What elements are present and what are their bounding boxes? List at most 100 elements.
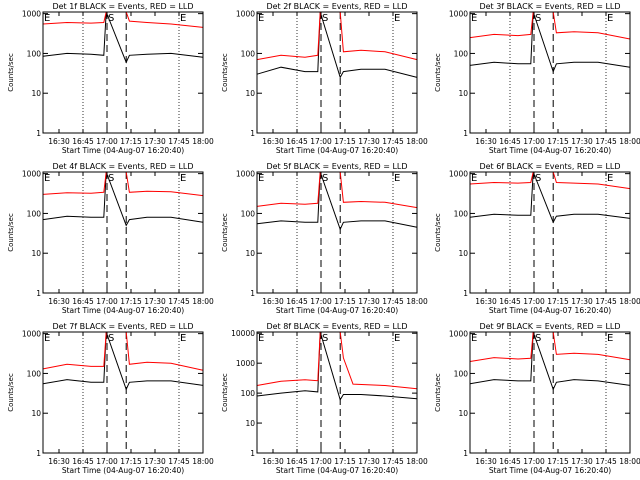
panel-title: Det 9f BLACK = Events, RED = LLD — [479, 322, 620, 331]
x-tick-label: 16:45 — [499, 137, 521, 146]
y-axis-label: Counts/sec — [221, 53, 229, 92]
x-tick-label: 17:00 — [96, 457, 118, 466]
x-tick-label: 17:30 — [144, 137, 166, 146]
y-tick-label: 1000 — [236, 10, 255, 19]
plot-frame — [469, 331, 631, 454]
x-tick-label: 17:00 — [310, 457, 332, 466]
y-tick-label: 10000 — [231, 329, 255, 338]
marker-s: S — [108, 333, 114, 344]
marker-e: E — [471, 13, 477, 24]
x-tick-label: 17:00 — [96, 297, 118, 306]
x-tick-label: 16:45 — [286, 457, 308, 466]
plot-frame — [256, 171, 418, 294]
plot-frame — [256, 331, 418, 454]
x-tick-label: 16:30 — [48, 137, 70, 146]
plot-frame — [469, 171, 631, 294]
marker-s: S — [108, 13, 114, 24]
marker-e: E — [258, 173, 264, 184]
y-tick-label: 10 — [245, 249, 255, 258]
marker-s: S — [108, 173, 114, 184]
y-axis-label: Counts/sec — [434, 213, 442, 252]
x-tick-label: 17:30 — [571, 137, 593, 146]
y-tick-label: 1000 — [22, 170, 41, 179]
lld-series-line — [256, 11, 418, 61]
plot-frame — [256, 11, 418, 134]
x-tick-label: 17:45 — [168, 457, 190, 466]
x-tick-label: 16:45 — [499, 297, 521, 306]
events-series-line — [256, 331, 418, 402]
x-tick-label: 16:30 — [262, 297, 284, 306]
marker-e: E — [471, 333, 477, 344]
x-axis-label: Start Time (04-Aug-07 16:20:40) — [62, 466, 184, 475]
y-tick-label: 1000 — [236, 170, 255, 179]
panel-title: Det 5f BLACK = Events, RED = LLD — [266, 162, 407, 171]
marker-s: S — [322, 333, 328, 344]
marker-e: E — [44, 173, 50, 184]
y-tick-label: 100 — [241, 49, 256, 58]
x-tick-label: 17:15 — [547, 137, 569, 146]
x-tick-label: 17:15 — [120, 297, 142, 306]
y-tick-label: 1000 — [449, 10, 468, 19]
marker-e: E — [394, 173, 400, 184]
events-series-line — [42, 171, 204, 227]
x-axis-label: Start Time (04-Aug-07 16:20:40) — [489, 466, 611, 475]
x-tick-label: 18:00 — [619, 457, 640, 466]
marker-e: E — [394, 13, 400, 24]
y-tick-label: 1 — [250, 289, 255, 298]
y-axis-label: Counts/sec — [221, 213, 229, 252]
marker-e: E — [258, 333, 264, 344]
plot-frame — [42, 331, 204, 454]
plot-frame — [42, 11, 204, 134]
events-series-line — [469, 171, 631, 224]
x-tick-label: 17:00 — [523, 457, 545, 466]
lld-series-line — [469, 11, 631, 40]
x-tick-label: 18:00 — [406, 297, 428, 306]
y-tick-label: 10 — [458, 249, 468, 258]
x-axis-label: Start Time (04-Aug-07 16:20:40) — [489, 306, 611, 315]
marker-e: E — [607, 333, 613, 344]
marker-s: S — [322, 173, 328, 184]
x-tick-label: 17:00 — [310, 297, 332, 306]
events-series-line — [42, 331, 204, 391]
plot-frame — [469, 11, 631, 134]
x-axis-label: Start Time (04-Aug-07 16:20:40) — [276, 306, 398, 315]
marker-e: E — [44, 333, 50, 344]
x-tick-label: 17:45 — [168, 137, 190, 146]
x-tick-label: 17:45 — [382, 137, 404, 146]
x-tick-label: 16:30 — [475, 457, 497, 466]
x-tick-label: 17:00 — [96, 137, 118, 146]
lld-series-line — [469, 331, 631, 362]
y-tick-label: 100 — [27, 49, 42, 58]
panel-title: Det 8f BLACK = Events, RED = LLD — [266, 322, 407, 331]
x-tick-label: 17:30 — [358, 137, 380, 146]
y-tick-label: 1000 — [22, 330, 41, 339]
plot-frame — [42, 171, 204, 294]
y-axis-label: Counts/sec — [7, 373, 15, 412]
x-tick-label: 17:00 — [310, 137, 332, 146]
x-tick-label: 17:15 — [334, 137, 356, 146]
x-axis-label: Start Time (04-Aug-07 16:20:40) — [276, 466, 398, 475]
y-axis-label: Counts/sec — [221, 373, 229, 412]
x-tick-label: 18:00 — [192, 297, 214, 306]
y-tick-label: 100 — [241, 389, 256, 398]
y-tick-label: 1000 — [449, 170, 468, 179]
marker-s: S — [535, 333, 541, 344]
x-tick-label: 16:30 — [262, 457, 284, 466]
events-series-line — [469, 11, 631, 74]
y-tick-label: 1 — [250, 449, 255, 458]
panel-title: Det 3f BLACK = Events, RED = LLD — [479, 2, 620, 11]
x-axis-label: Start Time (04-Aug-07 16:20:40) — [276, 146, 398, 155]
x-tick-label: 16:30 — [48, 457, 70, 466]
x-tick-label: 17:45 — [595, 137, 617, 146]
y-tick-label: 100 — [27, 369, 42, 378]
panel-title: Det 6f BLACK = Events, RED = LLD — [479, 162, 620, 171]
marker-e: E — [607, 13, 613, 24]
y-tick-label: 1 — [36, 129, 41, 138]
x-tick-label: 17:15 — [120, 137, 142, 146]
